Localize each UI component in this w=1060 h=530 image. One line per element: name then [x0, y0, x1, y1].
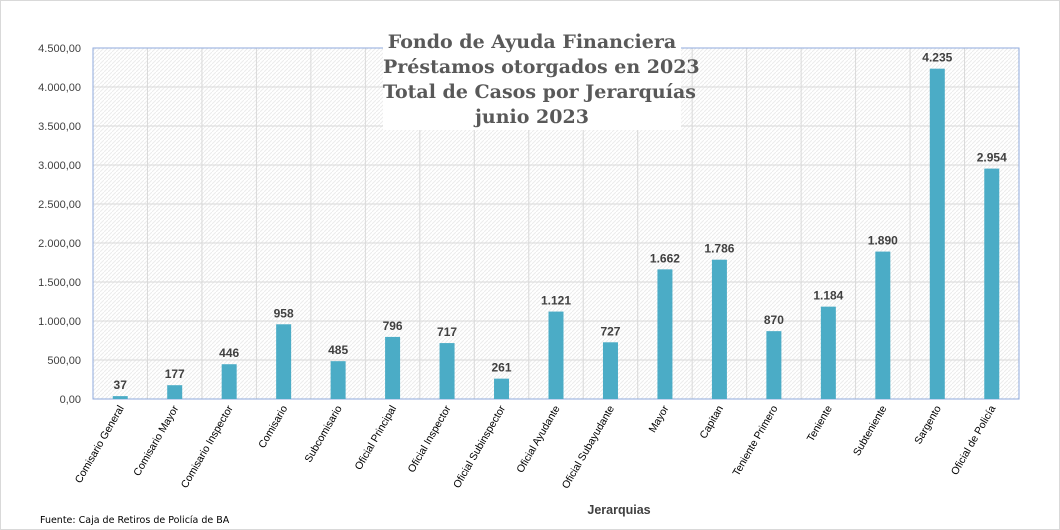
bar	[875, 251, 891, 399]
value-label: 446	[219, 346, 239, 360]
title-line-1: Fondo de Ayuda Financiera	[387, 31, 677, 53]
bar	[820, 306, 836, 399]
category-label: Comisario General	[73, 404, 127, 486]
value-label: 4.235	[922, 51, 952, 65]
category-label: Teniente Primero	[730, 403, 780, 478]
category-label: Mayor	[647, 403, 672, 435]
title-line-2: Préstamos otorgados en 2023	[383, 56, 700, 78]
bar	[276, 324, 292, 399]
title-line-3: Total de Casos por Jerarquías	[383, 81, 696, 103]
value-label: 261	[492, 361, 512, 375]
value-label: 958	[274, 306, 294, 320]
y-tick-label: 4.000,00	[38, 82, 81, 94]
chart-title: Fondo de Ayuda Financiera Préstamos otor…	[383, 30, 700, 130]
category-label: Teniente	[805, 403, 835, 444]
y-tick-label: 1.500,00	[38, 277, 81, 289]
bar	[494, 378, 510, 399]
value-label: 796	[383, 319, 403, 333]
category-label: Oficial Ayudante	[514, 403, 562, 475]
bar	[385, 336, 401, 399]
value-label: 1.786	[704, 242, 734, 256]
category-label: Capitan	[698, 403, 727, 440]
bar	[929, 68, 945, 400]
category-label: Comisario Inspector	[179, 403, 236, 490]
category-label: Comisario Mayor	[131, 403, 181, 478]
bar	[112, 396, 128, 399]
bar	[330, 361, 346, 399]
category-label: Subcomisario	[303, 403, 345, 464]
bar	[602, 342, 618, 399]
bar	[167, 385, 183, 399]
y-tick-label: 1.000,00	[38, 316, 81, 328]
y-tick-label: 4.500,00	[38, 43, 81, 55]
category-label: Oficial Subinspector	[451, 403, 508, 490]
value-label: 717	[437, 325, 457, 339]
value-label: 1.662	[650, 251, 680, 265]
y-tick-label: 500,00	[47, 355, 81, 367]
category-label: Subteniente	[851, 403, 889, 458]
category-label: Oficial de Policía	[949, 403, 999, 477]
category-label: Oficial Principal	[353, 404, 400, 473]
y-tick-label: 2.000,00	[38, 238, 81, 250]
title-line-4: junio 2023	[475, 106, 589, 128]
category-label: Comisario	[256, 403, 290, 450]
bar	[711, 259, 727, 399]
bar	[439, 343, 455, 399]
value-label: 1.184	[813, 289, 843, 303]
bar	[548, 311, 564, 399]
value-label: 1.121	[541, 294, 571, 308]
value-label: 485	[328, 343, 348, 357]
value-label: 37	[114, 378, 128, 392]
y-tick-label: 0,00	[60, 394, 81, 406]
value-label: 1.890	[868, 234, 898, 248]
value-label: 177	[165, 367, 185, 381]
bar	[984, 168, 1000, 399]
y-tick-label: 3.500,00	[38, 121, 81, 133]
x-axis-title: Jerarquias	[587, 503, 650, 517]
value-label: 727	[600, 324, 620, 338]
category-label: Sargento	[912, 403, 944, 446]
bar	[221, 364, 237, 399]
value-label: 870	[764, 313, 784, 327]
bar	[657, 269, 673, 399]
y-tick-label: 2.500,00	[38, 199, 81, 211]
category-label: Oficial Inspector	[406, 403, 454, 475]
bar	[766, 331, 782, 399]
source-note: Fuente: Caja de Retiros de Policía de BA	[40, 515, 230, 526]
category-label: Oficial Subayudante	[560, 403, 617, 491]
y-tick-label: 3.000,00	[38, 160, 81, 172]
value-label: 2.954	[977, 151, 1007, 165]
